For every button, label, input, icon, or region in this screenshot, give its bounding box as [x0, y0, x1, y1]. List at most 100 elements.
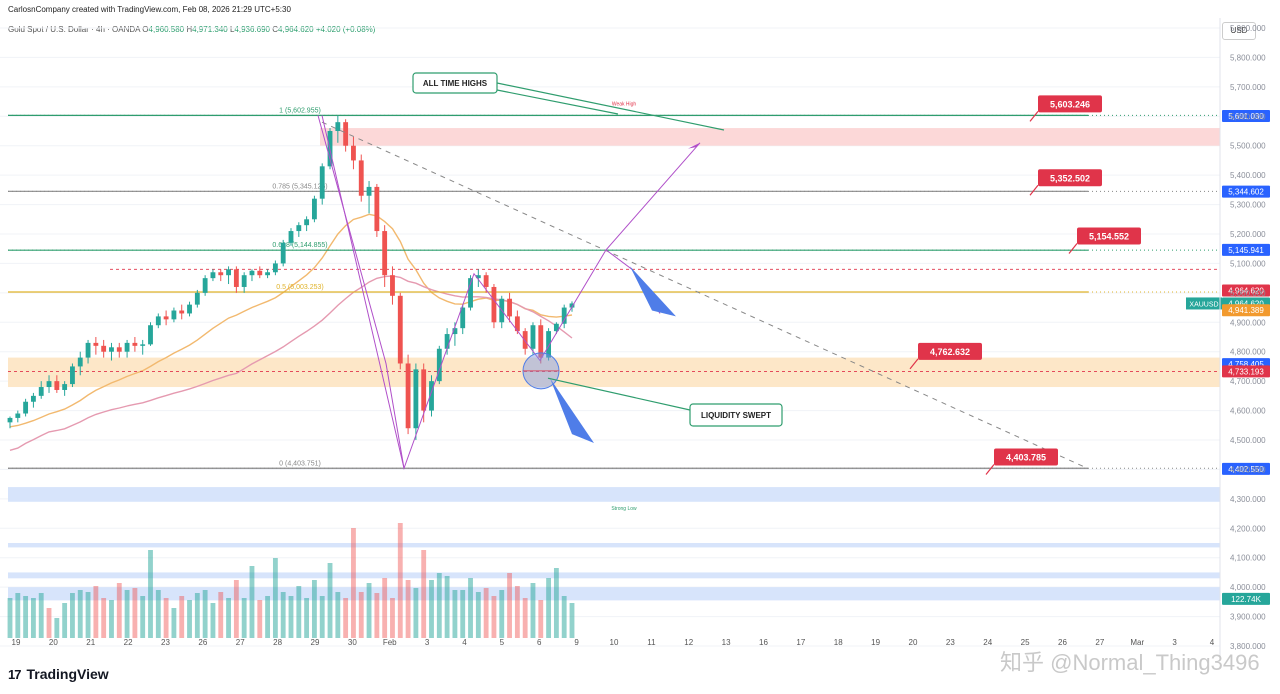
x-tick-label: 10 — [610, 638, 619, 647]
volume-bar — [288, 596, 294, 638]
y-tick-label: 4,300.000 — [1230, 495, 1266, 504]
grid — [0, 27, 1220, 647]
y-tick-label: 3,800.000 — [1230, 642, 1266, 651]
volume-bar — [93, 586, 99, 638]
volume-bar — [335, 592, 341, 638]
axis-price-text: 4,402.550 — [1228, 465, 1264, 474]
x-tick-label: 4 — [462, 638, 467, 647]
candle — [343, 122, 349, 146]
y-tick-label: 5,100.000 — [1230, 259, 1266, 268]
price-chart[interactable]: 1 (5,602.955) 0.785 (5,345.126) 0.618 (5,1… — [0, 18, 1280, 660]
moving-averages — [9, 213, 573, 451]
candle — [405, 363, 411, 429]
volume-bar — [382, 578, 388, 638]
volume-bar — [23, 596, 29, 638]
y-tick-label: 4,800.000 — [1230, 348, 1266, 357]
volume-bar — [343, 598, 349, 638]
trend-line — [321, 121, 1089, 470]
drawings: ALL TIME HIGHS LIQUIDITY SWEPT Weak High St… — [317, 72, 1089, 512]
candle — [335, 122, 341, 131]
x-tick-label: 27 — [236, 638, 245, 647]
down-arrow-icon — [630, 266, 676, 317]
drop-path — [317, 115, 405, 469]
x-tick-label: 20 — [909, 638, 918, 647]
candle — [241, 275, 247, 287]
candle — [429, 381, 434, 411]
high-value: H4,971.340 — [186, 25, 228, 34]
candle — [553, 323, 559, 332]
created-by-text: CarlosnCompany created with TradingView.… — [8, 5, 291, 14]
price-callout-text: 4,762.632 — [930, 347, 970, 357]
price-callout-text: 5,154.552 — [1089, 232, 1129, 242]
x-tick-label: 30 — [348, 638, 357, 647]
price-callout — [994, 448, 1058, 466]
candle — [452, 328, 458, 335]
price-callout — [1038, 169, 1102, 187]
liquidity-swept-label: LIQUIDITY SWEPT — [701, 411, 771, 420]
x-tick-label: 22 — [124, 638, 133, 647]
candle — [444, 334, 450, 349]
callout-pointer — [1029, 184, 1039, 196]
symbol-label[interactable]: Gold Spot / U.S. Dollar · 4h · OANDA — [8, 25, 141, 34]
axis-price-label — [1222, 284, 1270, 297]
candle — [77, 357, 83, 367]
liquidity-swept-box — [689, 403, 783, 427]
x-tick-label: 16 — [759, 638, 768, 647]
strong-low-label: Strong Low — [611, 506, 637, 512]
candle — [569, 303, 575, 308]
candles — [7, 115, 575, 440]
demand-zone — [8, 357, 1220, 388]
tradingview-logo[interactable]: 17 TradingView — [8, 666, 109, 682]
candle — [436, 348, 442, 382]
candle — [413, 369, 419, 429]
projection-path — [321, 115, 701, 471]
close-value: C4,964.620 — [272, 25, 314, 34]
currency-button[interactable]: USD — [1222, 22, 1256, 40]
axis-price-label — [1222, 365, 1270, 378]
y-tick-label: 4,600.000 — [1230, 407, 1266, 416]
y-tick-label: 5,600.000 — [1230, 112, 1266, 121]
x-tick-label: 3 — [425, 638, 430, 647]
x-tick-label: 23 — [946, 638, 955, 647]
x-tick-label: 6 — [537, 638, 542, 647]
volume-bar — [101, 598, 107, 638]
candle — [202, 278, 208, 293]
candle — [140, 344, 146, 346]
y-tick-label: 4,200.000 — [1230, 524, 1266, 533]
price-callout — [1038, 95, 1102, 113]
candle — [319, 166, 325, 199]
candle — [93, 342, 99, 346]
y-tick-label: 5,400.000 — [1230, 171, 1266, 180]
volume-bar — [327, 563, 333, 638]
y-tick-label: 5,700.000 — [1230, 83, 1266, 92]
volume-bar — [77, 590, 83, 638]
candle — [530, 325, 536, 349]
fib-0618-label: 0.618 (5,144.855) — [272, 242, 327, 249]
candle — [514, 316, 520, 332]
candle — [7, 417, 13, 423]
volume-bar — [218, 592, 224, 638]
candle — [116, 347, 122, 352]
ath-pointer — [496, 82, 725, 131]
low-value: L4,936.690 — [229, 25, 270, 34]
volume-bar — [397, 523, 403, 638]
price-labels: 5,603.246 5,352.502 5,154.552 4,762.632 4,40… — [909, 95, 1270, 605]
axis-price-text: 5,601.030 — [1228, 112, 1264, 121]
candle — [109, 347, 114, 352]
footer: 17 TradingView 知乎 @Normal_Thing3496 — [0, 650, 1280, 694]
fib-0785-label: 0.785 (5,345.126) — [272, 183, 327, 190]
fib-1-label: 1 (5,602.955) — [279, 107, 321, 114]
volume-bar — [561, 596, 567, 638]
volume-bar — [148, 550, 153, 638]
volume-bar — [155, 590, 161, 638]
x-tick-label: 26 — [198, 638, 207, 647]
candle — [491, 286, 497, 323]
candle — [38, 387, 44, 396]
all-time-highs-label: ALL TIME HIGHS — [423, 79, 488, 88]
candle — [374, 186, 380, 232]
volume-bar — [116, 583, 122, 638]
callout-pointer — [985, 464, 995, 475]
candle — [265, 272, 271, 276]
volume-bar — [194, 593, 200, 638]
liquidity-pointer — [547, 377, 691, 411]
